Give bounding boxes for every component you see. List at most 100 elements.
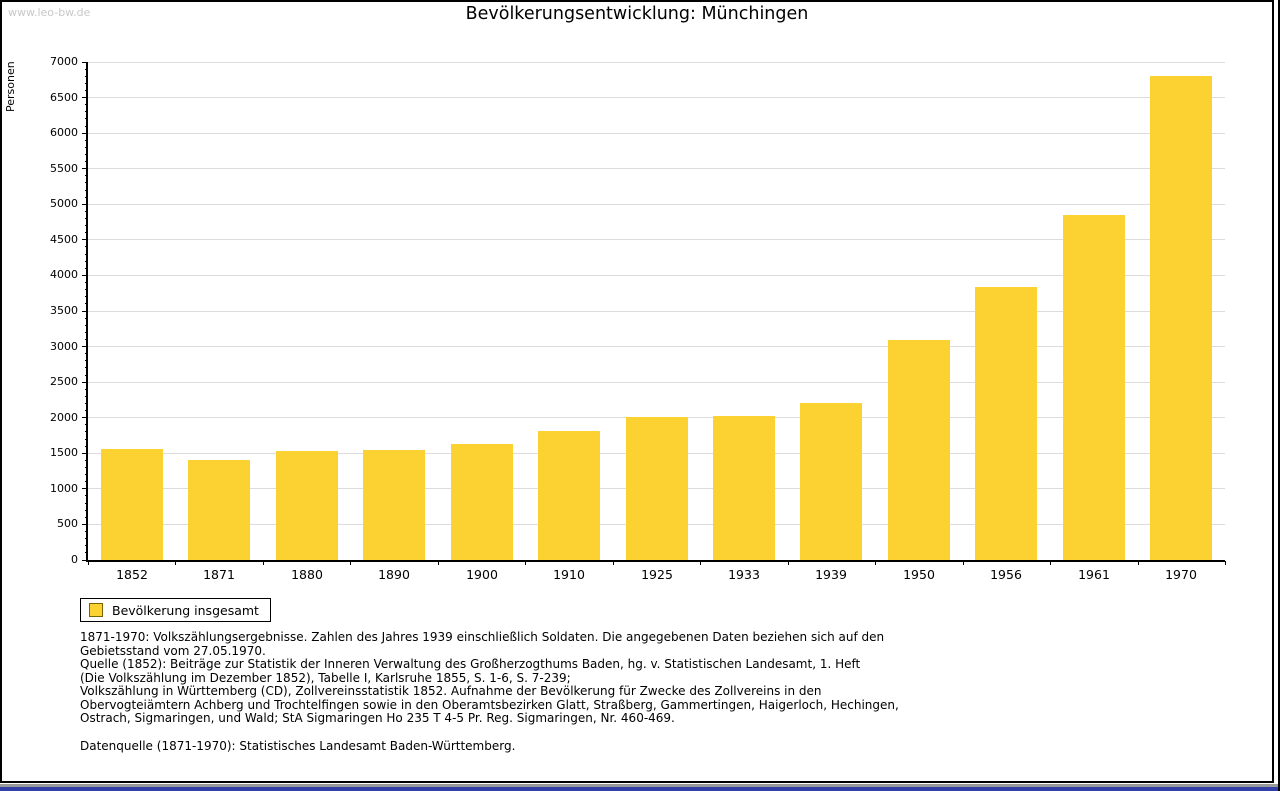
footnote-line: Volkszählung in Württemberg (CD), Zollve… [80,684,822,698]
bar-1910 [538,431,600,560]
y-axis-major-tick [82,132,88,134]
y-axis-major-tick [82,452,88,454]
y-axis-tick-label: 1000 [50,481,78,495]
gridline [88,346,1225,348]
y-axis-tick-label: 5000 [50,197,78,211]
x-axis-tick [788,561,789,565]
gridline [88,97,1225,99]
footnote: 1871-1970: Volkszählungsergebnisse. Zahl… [80,630,899,753]
y-axis-major-tick [82,346,88,348]
bottom-shadow [0,784,1280,787]
x-axis-tick [700,561,701,565]
bar-1950 [888,340,950,560]
y-axis-tick-label: 2500 [50,375,78,389]
chart-title: Bevölkerungsentwicklung: Münchingen [465,4,809,24]
legend: Bevölkerung insgesamt [80,598,271,622]
x-axis-tick-label: 1950 [903,567,935,582]
footnote-line: Obervogteiämtern Achberg und Trochtelfin… [80,697,899,712]
gridline [88,132,1225,134]
bar-1900 [451,444,513,560]
x-axis-tick [525,561,526,565]
x-axis-tick-label: 1970 [1165,567,1197,582]
gridline [88,381,1225,383]
x-axis-tick-label: 1871 [203,567,235,582]
y-axis-major-tick [82,310,88,312]
y-axis-major-tick [82,523,88,525]
x-axis-tick-label: 1900 [466,567,498,582]
footnote-line: (Die Volkszählung im Dezember 1852), Tab… [80,670,571,685]
y-axis-tick-label: 0 [71,553,78,566]
x-axis-tick [613,561,614,565]
x-axis-tick [963,561,964,565]
y-axis-tick-label: 3000 [50,339,78,353]
y-axis-major-tick [82,488,88,490]
y-axis-major-tick [82,239,88,241]
y-axis-tick-label: 6500 [50,90,78,104]
bar-1890 [363,450,425,560]
legend-label: Bevölkerung insgesamt [112,602,259,618]
x-axis-tick-label: 1890 [378,567,410,582]
x-axis-tick-label: 1852 [116,567,148,582]
bar-1970 [1150,76,1212,560]
y-axis-tick-label: 4000 [50,268,78,282]
legend-color-swatch-icon [89,603,103,617]
x-axis-tick [438,561,439,565]
gridline [88,310,1225,312]
x-axis-tick-label: 1933 [728,567,760,582]
footnote-line: Ostrach, Sigmaringen, und Wald; StA Sigm… [80,711,675,725]
y-axis-major-tick [82,417,88,419]
bar-1956 [975,287,1037,560]
watermark: www.leo-bw.de [8,6,91,19]
x-axis-tick [175,561,176,565]
bar-1933 [713,416,775,560]
x-axis-tick-label: 1956 [990,567,1022,582]
x-axis-tick-label: 1910 [553,567,585,582]
footnote-line: Gebietsstand vom 27.05.1970. [80,643,266,658]
x-axis-tick [350,561,351,565]
bar-1925 [626,417,688,560]
y-axis-major-tick [82,61,88,63]
y-axis-tick-label: 5500 [50,161,78,175]
x-axis-tick-label: 1925 [641,567,673,582]
y-axis-tick-label: 7000 [50,55,78,68]
y-axis-tick-label: 6000 [50,126,78,140]
y-axis-major-tick [82,381,88,383]
gridline [88,203,1225,205]
bar-1880 [276,451,338,560]
footnote-line: 1871-1970: Volkszählungsergebnisse. Zahl… [80,630,885,644]
x-axis-tick [875,561,876,565]
x-axis-tick-label: 1880 [291,567,323,582]
y-axis-tick-label: 2000 [50,410,78,424]
gridline [88,239,1225,241]
y-axis-major-tick [82,97,88,99]
y-axis-major-tick [82,203,88,205]
gridline [88,61,1225,63]
footnote-line: Quelle (1852): Beiträge zur Statistik de… [80,657,861,671]
bottom-blue-strip [0,787,1280,791]
y-axis-major-tick [82,274,88,276]
x-axis-line [86,560,1225,562]
gridline [88,168,1225,170]
y-axis-major-tick [82,168,88,170]
x-axis-tick [1138,561,1139,565]
y-axis-line [86,62,88,562]
x-axis-tick [1225,561,1226,565]
footnote-lines: 1871-1970: Volkszählungsergebnisse. Zahl… [80,630,899,726]
y-axis-major-tick [82,559,88,561]
y-axis-tick-label: 4500 [50,232,78,246]
x-axis-tick [263,561,264,565]
y-axis-tick-label: 3500 [50,304,78,317]
x-axis-tick-label: 1961 [1078,567,1110,582]
x-axis-tick [88,561,89,565]
bar-1871 [188,460,250,560]
x-axis-tick [1050,561,1051,565]
bar-1852 [101,449,163,560]
y-axis-tick-label: 1500 [50,446,78,460]
y-axis-tick-label: 500 [57,517,78,531]
gridline [88,274,1225,276]
x-axis-tick-label: 1939 [815,567,847,582]
data-source-note: Datenquelle (1871-1970): Statistisches L… [80,738,516,753]
right-edge-line [1278,0,1280,791]
bar-1939 [800,403,862,560]
